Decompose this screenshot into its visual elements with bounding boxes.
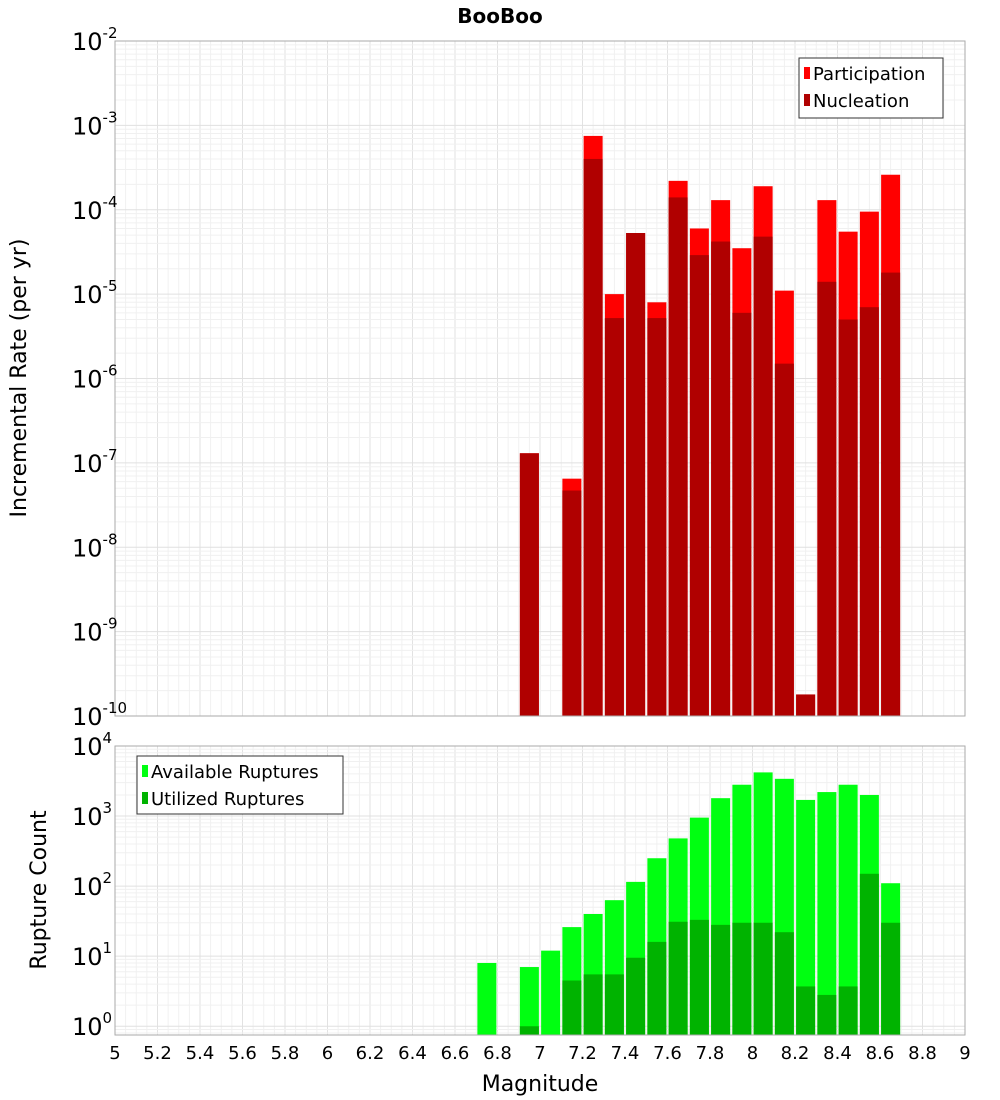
available-ruptures-bar bbox=[796, 799, 816, 1035]
x-tick-label: 8.4 bbox=[823, 1043, 852, 1064]
plot-border bbox=[114, 40, 966, 717]
utilized-ruptures-bar bbox=[689, 919, 709, 1035]
x-tick-label: 8.2 bbox=[781, 1043, 810, 1064]
legend: Participation Nucleation bbox=[798, 57, 944, 119]
utilized-ruptures-bar bbox=[838, 986, 858, 1035]
nucleation-bar bbox=[668, 197, 688, 717]
nucleation-bar bbox=[796, 694, 816, 716]
x-tick-label: 7 bbox=[534, 1043, 545, 1064]
x-tick-label: 5.8 bbox=[271, 1043, 300, 1064]
utilized-ruptures-bar bbox=[604, 974, 624, 1035]
y-axis-label: Incremental Rate (per yr) bbox=[7, 239, 32, 518]
available-ruptures-bar bbox=[519, 967, 539, 1035]
utilized-ruptures-bar bbox=[732, 922, 752, 1035]
nucleation-bar bbox=[817, 281, 837, 716]
y-tick-label: 10-6 bbox=[72, 362, 118, 394]
nucleation-bar bbox=[753, 236, 773, 716]
y-tick-label: 100 bbox=[72, 1009, 112, 1041]
nucleation-bar bbox=[838, 319, 858, 716]
nucleation-bar bbox=[689, 255, 709, 716]
utilized-ruptures-bar bbox=[753, 922, 773, 1035]
x-tick-label: 8.6 bbox=[866, 1043, 895, 1064]
nucleation-bar bbox=[732, 312, 752, 716]
utilized-ruptures-bar bbox=[774, 932, 794, 1035]
y-tick-label: 10-8 bbox=[72, 530, 118, 562]
legend-swatch bbox=[142, 792, 148, 804]
x-tick-label: 5.4 bbox=[186, 1043, 215, 1064]
y-tick-label: 10-7 bbox=[72, 446, 118, 478]
available-ruptures-bar bbox=[817, 792, 837, 1035]
utilized-ruptures-bar bbox=[562, 980, 582, 1035]
nucleation-bar bbox=[711, 241, 731, 717]
x-axis-label: Magnitude bbox=[482, 1072, 599, 1097]
y-tick-label: 101 bbox=[72, 939, 112, 971]
legend-label: Participation bbox=[813, 64, 925, 85]
y-tick-label: 10-3 bbox=[72, 108, 118, 140]
x-tick-label: 5.6 bbox=[228, 1043, 257, 1064]
x-tick-label: 6.2 bbox=[356, 1043, 385, 1064]
y-tick-label: 10-2 bbox=[72, 24, 118, 56]
legend-label: Utilized Ruptures bbox=[151, 789, 304, 810]
y-tick-label: 10-5 bbox=[72, 277, 118, 309]
available-ruptures-bar bbox=[838, 784, 858, 1035]
utilized-ruptures-bar bbox=[647, 941, 667, 1035]
legend-box bbox=[136, 755, 344, 815]
x-tick-label: 6 bbox=[322, 1043, 333, 1064]
nucleation-bar bbox=[583, 158, 603, 717]
available-ruptures-bar bbox=[541, 950, 561, 1035]
x-tick-label: 7.4 bbox=[611, 1043, 640, 1064]
legend-box bbox=[798, 57, 944, 119]
nucleation-bar bbox=[519, 453, 539, 716]
x-tick-label: 6.8 bbox=[483, 1043, 512, 1064]
utilized-ruptures-bar bbox=[859, 873, 879, 1035]
plot-border bbox=[114, 745, 966, 1036]
rupture-count-panel: 100 101 102 103 104 Rupture Count Available Ru… bbox=[27, 729, 971, 1064]
x-tick-label: 7.6 bbox=[653, 1043, 682, 1064]
x-tick-label: 8 bbox=[747, 1043, 758, 1064]
utilized-ruptures-bar bbox=[817, 994, 837, 1035]
utilized-ruptures-bar bbox=[626, 957, 646, 1035]
y-axis-label: Rupture Count bbox=[27, 810, 52, 970]
chart-title: BooBoo bbox=[457, 4, 542, 28]
utilized-ruptures-bar bbox=[711, 924, 731, 1035]
y-tick-label: 10-10 bbox=[72, 699, 127, 731]
nucleation-bar bbox=[647, 318, 667, 716]
utilized-ruptures-bar bbox=[583, 974, 603, 1035]
rate-panel: 10-10 10-9 10-8 10-7 10-6 10-5 10-4 10-3 10-2 Inc… bbox=[7, 24, 966, 731]
x-tick-label: 8.8 bbox=[908, 1043, 937, 1064]
legend-swatch bbox=[142, 765, 148, 777]
x-tick-label: 5.2 bbox=[143, 1043, 172, 1064]
legend: Available Ruptures Utilized Ruptures bbox=[136, 755, 344, 815]
nucleation-bar bbox=[881, 272, 901, 716]
x-tick-label: 9 bbox=[959, 1043, 970, 1064]
y-tick-label: 10-4 bbox=[72, 193, 118, 225]
utilized-ruptures-bar bbox=[519, 1026, 539, 1035]
x-tick-label: 7.2 bbox=[568, 1043, 597, 1064]
x-tick-label: 6.4 bbox=[398, 1043, 427, 1064]
legend-swatch bbox=[804, 94, 810, 106]
y-tick-label: 10-9 bbox=[72, 615, 118, 647]
utilized-ruptures-bar bbox=[796, 986, 816, 1035]
nucleation-bar bbox=[604, 318, 624, 716]
utilized-ruptures-bar bbox=[668, 921, 688, 1035]
legend-label: Available Ruptures bbox=[151, 762, 319, 783]
y-tick-label: 103 bbox=[72, 799, 112, 831]
y-tick-label: 102 bbox=[72, 869, 112, 901]
nucleation-bar bbox=[626, 233, 646, 716]
legend-swatch bbox=[804, 67, 810, 79]
nucleation-bar bbox=[859, 307, 879, 716]
utilized-ruptures-bar bbox=[881, 922, 901, 1035]
x-tick-label: 5 bbox=[109, 1043, 120, 1064]
nucleation-bar bbox=[562, 490, 582, 716]
x-tick-label: 7.8 bbox=[696, 1043, 725, 1064]
x-tick-labels: 5 5.2 5.4 5.6 5.8 6 6.2 6.4 6.6 6.8 7 7.2 7.4 7.6 7.8 8… bbox=[109, 1043, 970, 1064]
x-tick-label: 6.6 bbox=[441, 1043, 470, 1064]
nucleation-bar bbox=[774, 363, 794, 716]
legend-label: Nucleation bbox=[813, 91, 909, 112]
y-tick-label: 104 bbox=[72, 729, 112, 761]
available-ruptures-bar bbox=[477, 962, 497, 1035]
